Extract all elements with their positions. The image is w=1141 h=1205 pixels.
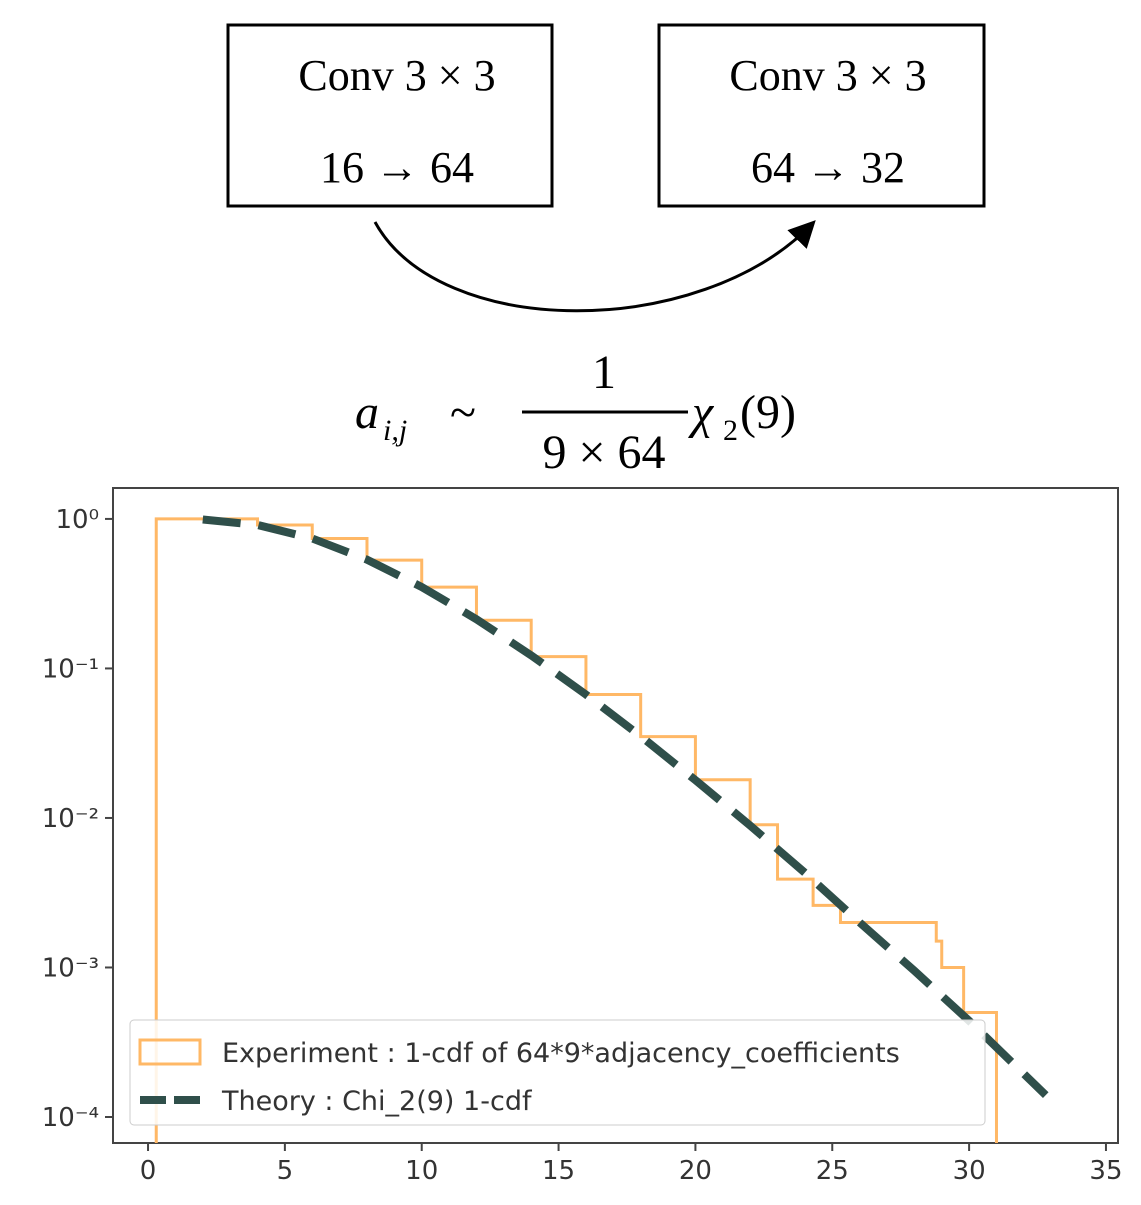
node-label: Conv 3 × 3 xyxy=(729,51,926,100)
legend-swatch xyxy=(138,1038,202,1066)
formula-dist: χ xyxy=(688,386,715,439)
x-tick-label: 0 xyxy=(140,1156,157,1186)
plot-area xyxy=(154,515,1049,1143)
legend-box xyxy=(129,1019,986,1126)
x-tick-label: 30 xyxy=(953,1156,986,1186)
formula-lhs: a xyxy=(355,386,379,439)
series-line xyxy=(202,515,1049,1099)
arrow xyxy=(373,220,816,313)
node-box xyxy=(226,23,554,208)
formula-relation: ~ xyxy=(450,386,476,439)
legend-label: Theory : Chi_2(9) 1-cdf xyxy=(221,1086,533,1117)
legend-label: Experiment : 1-cdf of 64*9*adjacency_coe… xyxy=(222,1038,900,1069)
node-sublabel: 64 → 32 xyxy=(751,143,905,192)
series-line xyxy=(154,517,998,1143)
x-tick-label: 35 xyxy=(1089,1156,1122,1186)
node-sublabel: 16 → 64 xyxy=(320,143,474,192)
x-tick-label: 25 xyxy=(816,1156,849,1186)
plot-frame xyxy=(112,487,1119,1144)
formula-dist-sub: 2 xyxy=(723,414,738,447)
y-tick-label: 10⁻² xyxy=(42,804,99,834)
formula-sub: i,j xyxy=(383,414,407,447)
y-tick-label: 10⁻³ xyxy=(42,953,99,983)
y-tick-label: 10⁰ xyxy=(55,505,99,535)
formula-denominator: 9 × 64 xyxy=(542,426,665,479)
x-tick-label: 5 xyxy=(277,1156,294,1186)
y-tick-label: 10⁻⁴ xyxy=(42,1103,99,1133)
y-tick-label: 10⁻¹ xyxy=(42,654,99,684)
x-tick-label: 15 xyxy=(542,1156,575,1186)
x-tick-label: 10 xyxy=(405,1156,438,1186)
x-tick-label: 20 xyxy=(679,1156,712,1186)
formula-arg: (9) xyxy=(740,386,796,439)
node-box xyxy=(657,23,986,208)
formula-numerator: 1 xyxy=(592,346,616,399)
node-label: Conv 3 × 3 xyxy=(298,51,495,100)
